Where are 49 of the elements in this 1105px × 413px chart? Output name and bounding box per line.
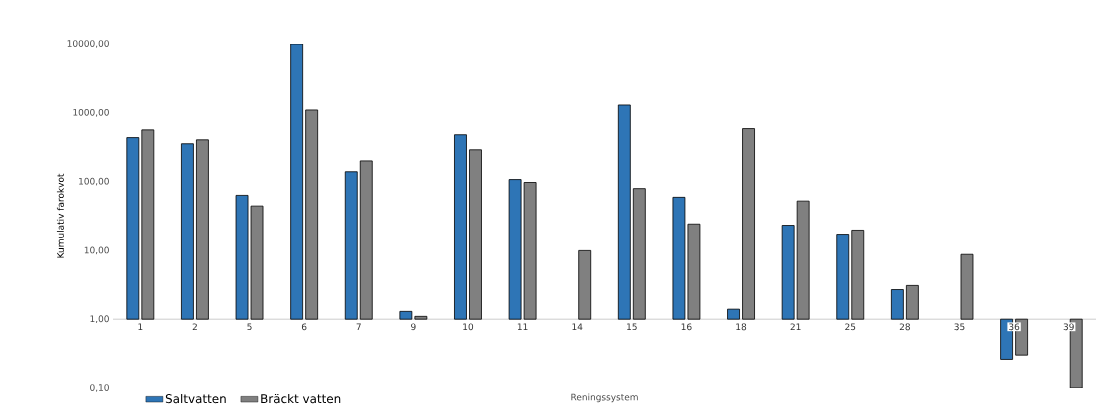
x-tick-label: 6	[301, 323, 307, 331]
x-tick-label: 1	[138, 323, 143, 330]
bar	[617, 104, 631, 320]
x-tick-label: 28	[899, 323, 910, 331]
bar	[905, 285, 919, 320]
y-axis-title: Kumulativ farokvot	[56, 173, 64, 258]
y-tick-label: 0,10	[90, 384, 109, 392]
bar	[454, 134, 467, 320]
x-tick-label: 7	[356, 323, 361, 330]
bar	[181, 143, 194, 320]
bar	[469, 149, 482, 320]
y-tick-label: 10,00	[84, 246, 109, 255]
x-tick-label: 2	[192, 323, 197, 331]
bar	[796, 200, 810, 320]
bar	[781, 225, 795, 320]
x-tick-label: 18	[736, 323, 747, 331]
bar	[344, 171, 358, 320]
x-tick-label: 5	[247, 323, 252, 331]
bar	[727, 308, 740, 320]
y-tick-label: 1000,00	[73, 108, 109, 117]
bar	[836, 234, 850, 320]
bar	[742, 128, 755, 320]
x-tick-label: 10	[463, 323, 474, 331]
legend-label: Bräckt vatten	[261, 393, 341, 404]
bar	[578, 250, 592, 320]
bar	[196, 139, 209, 320]
x-tick-label: 15	[627, 323, 637, 331]
bar	[359, 160, 373, 320]
bar	[632, 188, 646, 320]
x-tick-label: 16	[681, 323, 692, 331]
y-tick-label: 100,00	[79, 177, 109, 186]
bar	[126, 137, 140, 320]
bar	[851, 230, 865, 320]
bar	[960, 253, 974, 320]
bar	[890, 289, 904, 320]
bar	[141, 129, 155, 320]
x-tick-label: 9	[411, 323, 416, 331]
x-axis-title: Reningssystem	[571, 393, 638, 403]
x-tick-label: 36	[1009, 323, 1020, 331]
x-tick-label: 11	[517, 323, 528, 330]
bar	[305, 109, 319, 320]
x-tick-label: 14	[572, 323, 583, 330]
y-tick-label: 1,00	[90, 315, 109, 324]
x-tick-label: 35	[954, 323, 965, 331]
x-tick-label: 21	[790, 323, 801, 331]
legend-label: Saltvatten	[165, 393, 226, 404]
x-tick-label: 39	[1063, 323, 1074, 331]
y-tick-label: 10000,00	[67, 40, 109, 48]
x-tick-label: 25	[845, 323, 856, 331]
